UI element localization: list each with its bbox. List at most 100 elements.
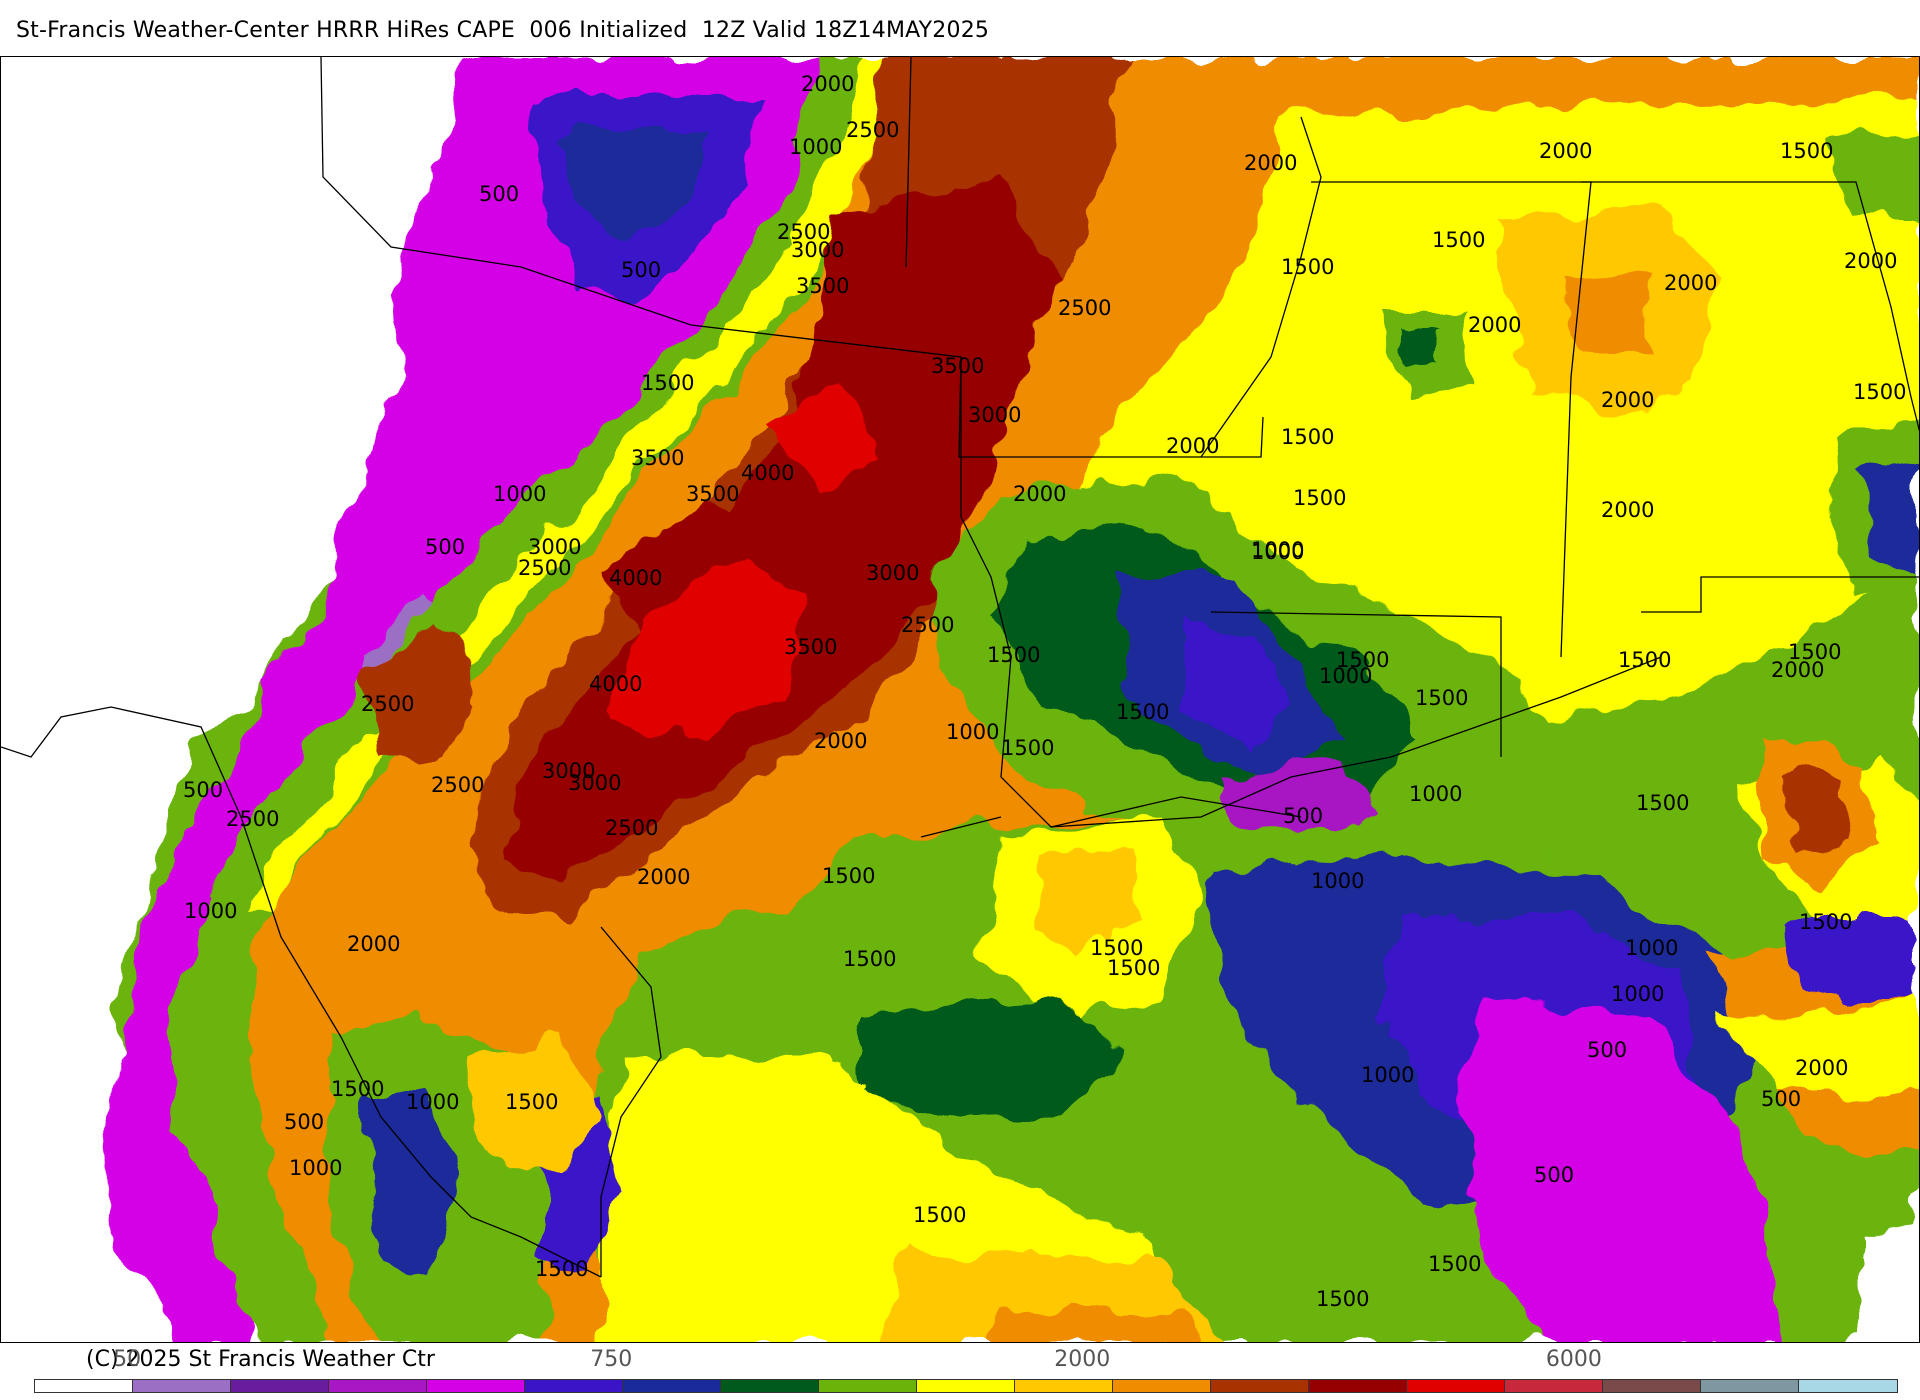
contour-label: 1500 xyxy=(913,1203,966,1227)
colorbar-swatch xyxy=(1211,1380,1309,1392)
contour-label: 1500 xyxy=(822,864,875,888)
contour-label: 1500 xyxy=(1107,956,1160,980)
contour-label: 500 xyxy=(479,182,519,206)
contour-label: 1500 xyxy=(641,371,694,395)
contour-label: 1500 xyxy=(1281,425,1334,449)
contour-label: 2000 xyxy=(1013,482,1066,506)
contour-label: 2500 xyxy=(901,613,954,637)
contour-label: 500 xyxy=(1283,804,1323,828)
contour-label: 3000 xyxy=(528,535,581,559)
legend-tick-label: 50 xyxy=(113,1347,142,1372)
contour-label: 1000 xyxy=(1311,869,1364,893)
contour-labels: 2000 2500 1000 500 2500 3000 3500 500 15… xyxy=(183,72,1906,1311)
contour-label: 4000 xyxy=(609,566,662,590)
colorbar-swatch xyxy=(1015,1380,1113,1392)
contour-label: 1000 xyxy=(1251,538,1304,562)
contour-label: 2000 xyxy=(1771,658,1824,682)
colorbar-swatch xyxy=(623,1380,721,1392)
contour-label: 1500 xyxy=(1001,736,1054,760)
contour-label: 2000 xyxy=(1244,151,1297,175)
contour-label: 1500 xyxy=(1428,1252,1481,1276)
contour-label: 1000 xyxy=(1625,936,1678,960)
contour-label: 1000 xyxy=(1409,782,1462,806)
contour-label: 500 xyxy=(1761,1087,1801,1111)
legend-tick-label: 6000 xyxy=(1545,1347,1602,1372)
colorbar-swatch xyxy=(231,1380,329,1392)
colorbar-swatch xyxy=(1407,1380,1505,1392)
colorbar xyxy=(34,1379,1898,1393)
contour-label: 1000 xyxy=(1319,664,1372,688)
colorbar-swatch xyxy=(819,1380,917,1392)
contour-label: 3500 xyxy=(931,354,984,378)
contour-label: 1500 xyxy=(535,1257,588,1281)
contour-label: 1000 xyxy=(184,899,237,923)
contour-label: 1500 xyxy=(1336,648,1389,672)
copyright-notice: (C) 2025 St Francis Weather Ctr xyxy=(86,1347,435,1372)
contour-label: 2000 xyxy=(1166,434,1219,458)
contour-label: 1000 xyxy=(289,1156,342,1180)
contour-label: 1500 xyxy=(1853,380,1906,404)
contour-label: 2500 xyxy=(777,220,830,244)
cape-shading xyxy=(101,57,1919,1342)
contour-label: 500 xyxy=(1534,1163,1574,1187)
colorbar-swatch xyxy=(1309,1380,1407,1392)
contour-label: 500 xyxy=(183,778,223,802)
contour-label: 1000 xyxy=(493,482,546,506)
contour-label: 2500 xyxy=(361,692,414,716)
contour-label: 1000 xyxy=(1361,1063,1414,1087)
contour-label: 500 xyxy=(425,535,465,559)
contour-label: 1500 xyxy=(987,643,1040,667)
contour-label: 3000 xyxy=(968,403,1021,427)
contour-label: 1500 xyxy=(331,1077,384,1101)
colorbar-swatch xyxy=(133,1380,231,1392)
contour-label: 2500 xyxy=(226,807,279,831)
contour-label: 2000 xyxy=(347,932,400,956)
contour-label: 1000 xyxy=(1251,540,1304,564)
contour-label: 3000 xyxy=(542,759,595,783)
colorbar-swatch xyxy=(35,1380,133,1392)
contour-label: 1000 xyxy=(789,135,842,159)
contour-label: 3500 xyxy=(784,635,837,659)
contour-label: 1500 xyxy=(505,1090,558,1114)
colorbar-swatch xyxy=(1799,1380,1897,1392)
colorbar-swatch xyxy=(1603,1380,1701,1392)
contour-label: 2500 xyxy=(518,556,571,580)
colorbar-swatch xyxy=(917,1380,1015,1392)
contour-label: 1500 xyxy=(1281,255,1334,279)
contour-label: 1000 xyxy=(406,1090,459,1114)
contour-label: 2000 xyxy=(1844,249,1897,273)
colorbar-swatch xyxy=(1113,1380,1211,1392)
contour-label: 2000 xyxy=(1664,271,1717,295)
contour-label: 2500 xyxy=(1058,296,1111,320)
legend-tick-label: 750 xyxy=(590,1347,633,1372)
contour-label: 1500 xyxy=(1618,648,1671,672)
legend: (C) 2025 St Francis Weather Ctr 50 750 200… xyxy=(0,1343,1920,1400)
contour-label: 3500 xyxy=(796,274,849,298)
contour-label: 500 xyxy=(621,258,661,282)
contour-label: 2500 xyxy=(846,118,899,142)
legend-tick-label: 2000 xyxy=(1054,1347,1111,1372)
contour-label: 1500 xyxy=(1780,139,1833,163)
colorbar-swatch xyxy=(1505,1380,1603,1392)
contour-label: 1500 xyxy=(1788,640,1841,664)
colorbar-swatch xyxy=(721,1380,819,1392)
contour-label: 1500 xyxy=(1116,700,1169,724)
contour-label: 3000 xyxy=(568,771,621,795)
contour-label: 1500 xyxy=(1090,936,1143,960)
contour-label: 4000 xyxy=(741,461,794,485)
contour-label: 500 xyxy=(1587,1038,1627,1062)
colorbar-swatch xyxy=(525,1380,623,1392)
contour-label: 2000 xyxy=(1468,313,1521,337)
contour-label: 500 xyxy=(284,1110,324,1134)
contour-label: 1500 xyxy=(1316,1287,1369,1311)
contour-label: 2000 xyxy=(1795,1056,1848,1080)
contour-label: 1500 xyxy=(843,947,896,971)
contour-label: 1500 xyxy=(1415,686,1468,710)
cape-map: 2000 2500 1000 500 2500 3000 3500 500 15… xyxy=(0,56,1920,1343)
contour-label: 4000 xyxy=(589,672,642,696)
contour-label: 2000 xyxy=(1601,498,1654,522)
contour-label: 2000 xyxy=(814,729,867,753)
contour-label: 3000 xyxy=(791,238,844,262)
contour-label: 3500 xyxy=(686,482,739,506)
contour-label: 3500 xyxy=(631,446,684,470)
